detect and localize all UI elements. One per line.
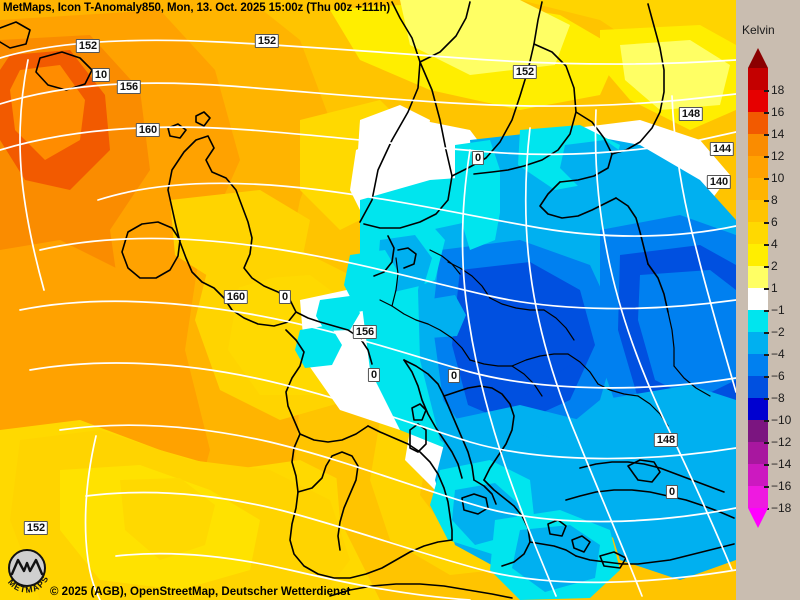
- contour-label: 144: [709, 142, 735, 156]
- legend-swatch: [748, 376, 768, 398]
- contour-label: 152: [254, 34, 280, 48]
- metmaps-logo[interactable]: METMAPS: [2, 546, 52, 598]
- legend-swatch: [748, 156, 768, 178]
- legend-tick-label: 18: [771, 83, 785, 97]
- page-title: MetMaps, Icon T-Anomaly850, Mon, 13. Oct…: [3, 2, 391, 14]
- legend-tick-label: −8: [771, 391, 785, 405]
- legend-swatch: [748, 464, 768, 486]
- legend-tick-mark: [764, 420, 769, 422]
- contour-label: 148: [678, 107, 704, 121]
- legend-swatch: [748, 200, 768, 222]
- legend-tick-label: −6: [771, 369, 785, 383]
- legend-tick-label: −4: [771, 347, 785, 361]
- legend-tick-mark: [764, 354, 769, 356]
- legend-tick-label: 2: [771, 259, 778, 273]
- contour-label: 0: [471, 151, 485, 165]
- legend-tick-label: 10: [771, 171, 785, 185]
- contour-label: 160: [135, 123, 161, 137]
- legend-swatch: [748, 442, 768, 464]
- legend-tick-label: 14: [771, 127, 785, 141]
- attribution-text: © 2025 (AGB), OpenStreetMap, Deutscher W…: [50, 586, 351, 598]
- contour-label: 148: [653, 433, 679, 447]
- legend-tick-mark: [764, 464, 769, 466]
- legend-swatch: [748, 332, 768, 354]
- legend-tick-mark: [764, 310, 769, 312]
- color-legend: Kelvin 18 16 14 12 10 8 6 4 2 1 −1 −2 −4 −6 −8 −10 −12 −1…: [736, 0, 800, 600]
- legend-swatch: [748, 486, 768, 508]
- legend-tick-label: 1: [771, 281, 778, 295]
- legend-tick-mark: [764, 486, 769, 488]
- legend-tick-mark: [764, 266, 769, 268]
- legend-tick-label: −10: [771, 413, 792, 427]
- legend-swatch: [748, 68, 768, 90]
- legend-unit-label: Kelvin: [742, 23, 775, 37]
- contour-label: 0: [447, 369, 461, 383]
- legend-tick-label: 16: [771, 105, 785, 119]
- legend-swatch: [748, 310, 768, 332]
- legend-tick-label: 4: [771, 237, 778, 251]
- legend-tick-label: −16: [771, 479, 792, 493]
- legend-tick-mark: [764, 222, 769, 224]
- contour-label: 152: [75, 39, 101, 53]
- legend-tick-mark: [764, 376, 769, 378]
- legend-tick-label: 8: [771, 193, 778, 207]
- contour-label: 0: [367, 368, 381, 382]
- map-raster: [0, 0, 736, 600]
- legend-tick-mark: [764, 332, 769, 334]
- legend-tick-label: −1: [771, 303, 785, 317]
- legend-colorbar[interactable]: [748, 68, 768, 508]
- legend-swatch: [748, 354, 768, 376]
- legend-tick-label: −12: [771, 435, 792, 449]
- map-canvas[interactable]: 152 10 156 160 152 152 148 144 140 160 0 0 156 0 0 148 0…: [0, 0, 736, 600]
- legend-tick-mark: [764, 244, 769, 246]
- legend-swatch: [748, 398, 768, 420]
- legend-swatch: [748, 222, 768, 244]
- contour-label: 0: [665, 485, 679, 499]
- legend-swatch: [748, 178, 768, 200]
- contour-label: 10: [91, 68, 111, 82]
- legend-over-arrow: [748, 48, 768, 68]
- legend-tick-label: −14: [771, 457, 792, 471]
- legend-tick-mark: [764, 442, 769, 444]
- legend-tick-mark: [764, 288, 769, 290]
- legend-tick-label: −2: [771, 325, 785, 339]
- legend-tick-mark: [764, 178, 769, 180]
- contour-label: 160: [223, 290, 249, 304]
- legend-tick-mark: [764, 398, 769, 400]
- legend-swatch: [748, 112, 768, 134]
- legend-tick-mark: [764, 156, 769, 158]
- legend-swatch: [748, 134, 768, 156]
- legend-swatch: [748, 266, 768, 288]
- legend-tick-label: 12: [771, 149, 785, 163]
- legend-swatch: [748, 288, 768, 310]
- legend-tick-mark: [764, 200, 769, 202]
- contour-label: 152: [23, 521, 49, 535]
- legend-swatch: [748, 90, 768, 112]
- legend-swatch: [748, 244, 768, 266]
- legend-tick-mark: [764, 134, 769, 136]
- contour-label: 0: [278, 290, 292, 304]
- contour-label: 156: [116, 80, 142, 94]
- legend-swatch: [748, 420, 768, 442]
- legend-tick-mark: [764, 90, 769, 92]
- contour-label: 156: [352, 325, 378, 339]
- legend-under-arrow: [748, 508, 768, 528]
- contour-label: 152: [512, 65, 538, 79]
- legend-tick-label: −18: [771, 501, 792, 515]
- legend-tick-mark: [764, 112, 769, 114]
- contour-label: 140: [706, 175, 732, 189]
- legend-tick-label: 6: [771, 215, 778, 229]
